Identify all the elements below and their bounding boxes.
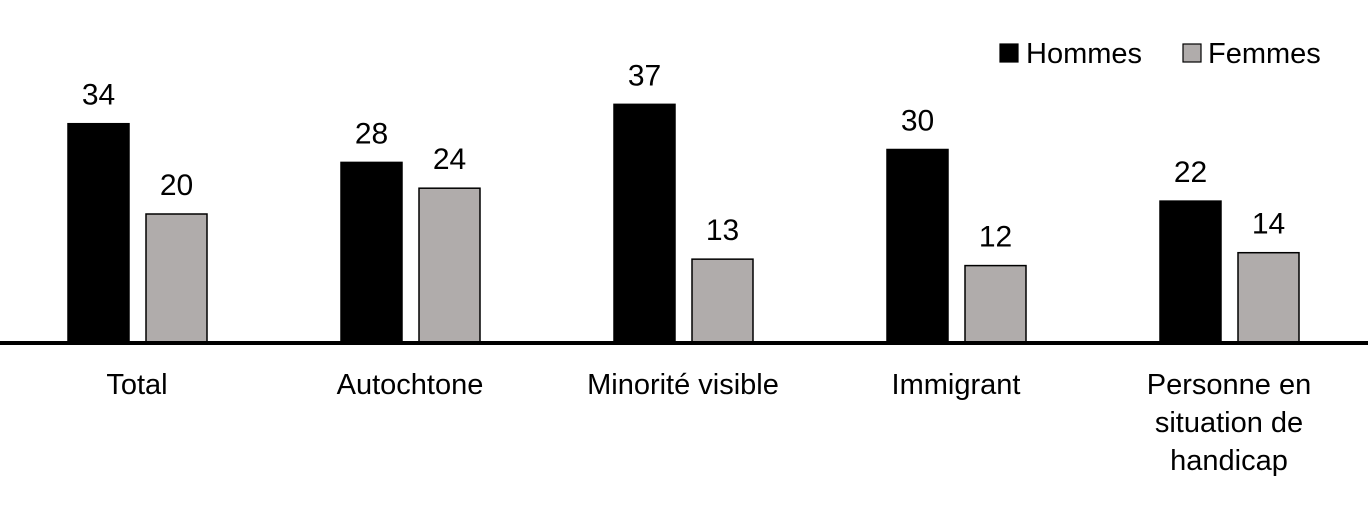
bar-hommes-0	[67, 122, 130, 344]
bars-group	[67, 103, 1300, 344]
category-label-3: Immigrant	[892, 369, 1021, 401]
data-label-hommes-2: 37	[628, 59, 661, 92]
legend: Hommes Femmes	[999, 38, 1321, 70]
data-label-femmes-1: 24	[433, 143, 466, 176]
bar-hommes-2	[613, 103, 676, 344]
data-label-hommes-3: 30	[901, 105, 934, 138]
bar-femmes-4	[1237, 251, 1300, 344]
category-label-4: Personne en situation de handicap	[1147, 369, 1311, 477]
category-label-0: Total	[106, 369, 167, 401]
bar-hommes-3	[886, 148, 949, 344]
legend-swatch-hommes	[999, 43, 1019, 63]
legend-label-femmes: Femmes	[1208, 38, 1321, 70]
legend-swatch-femmes	[1182, 43, 1202, 63]
bar-femmes-3	[964, 264, 1027, 344]
data-label-hommes-0: 34	[82, 79, 115, 112]
value-labels-group: 34 20 28 24 37 13 30 12 22 14	[82, 59, 1285, 253]
data-label-femmes-0: 20	[160, 169, 193, 202]
data-label-femmes-4: 14	[1252, 208, 1285, 241]
bar-hommes-1	[340, 161, 403, 344]
bar-hommes-4	[1159, 200, 1222, 344]
category-label-2: Minorité visible	[587, 369, 779, 401]
data-label-femmes-2: 13	[706, 214, 739, 247]
bar-femmes-1	[418, 187, 481, 344]
category-labels-group: Total Autochtone Minorité visible Immigrant…	[106, 369, 1311, 477]
data-label-hommes-4: 22	[1174, 156, 1207, 189]
bar-femmes-0	[145, 213, 208, 344]
category-label-1: Autochtone	[337, 369, 484, 401]
data-label-femmes-3: 12	[979, 221, 1012, 254]
data-label-hommes-1: 28	[355, 117, 388, 150]
legend-label-hommes: Hommes	[1026, 38, 1142, 70]
bar-femmes-2	[691, 258, 754, 344]
